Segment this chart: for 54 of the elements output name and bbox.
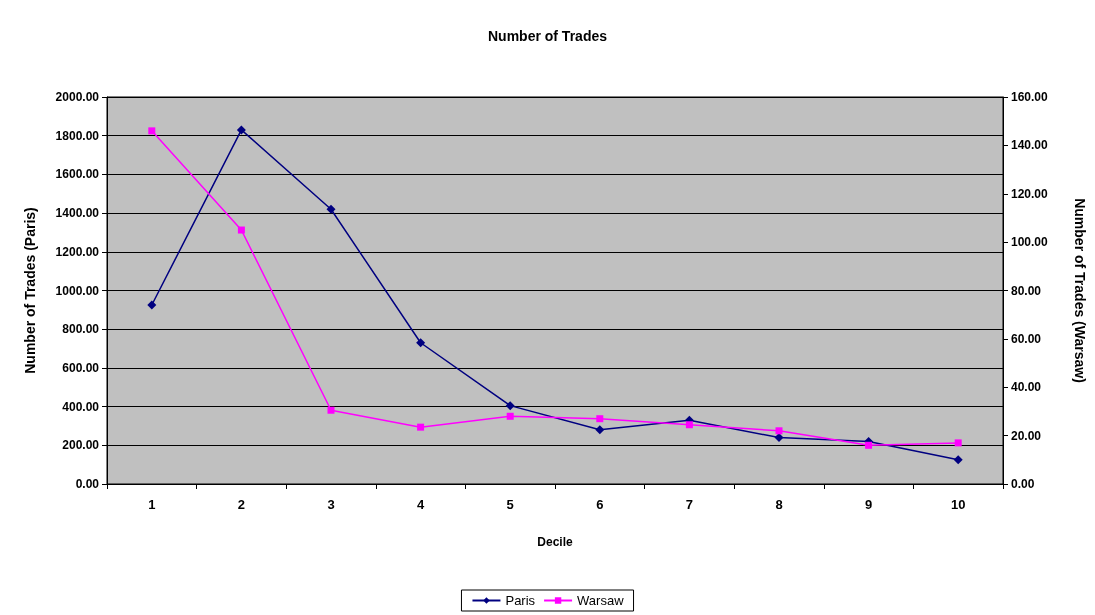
y-tick-label: 2000.00	[55, 90, 100, 104]
y2-tick-label: 60.00	[1011, 331, 1042, 346]
y-tick-label: 600.00	[62, 360, 100, 375]
point	[774, 433, 784, 443]
point	[865, 441, 873, 449]
y-tick-label: 0.00	[75, 477, 100, 491]
x-axis-title: Decile	[537, 535, 573, 549]
point	[236, 125, 246, 135]
point	[775, 427, 783, 435]
point	[595, 425, 605, 435]
x-tick-label: 6	[596, 497, 604, 512]
x-tick-label: 4	[416, 497, 425, 512]
point	[237, 226, 245, 234]
x-tick-label: 5	[506, 497, 514, 512]
chart-title: Number of Trades	[487, 28, 608, 44]
x-tick-label: 3	[327, 497, 335, 512]
point	[596, 415, 604, 423]
x-tick-label: 1	[148, 497, 156, 512]
y2-tick-label: 80.00	[1011, 283, 1042, 298]
x-tick-label: 9	[864, 497, 873, 512]
y2-tick-label: 20.00	[1011, 428, 1042, 443]
y-tick-label: 800.00	[62, 322, 100, 337]
x-tick-label: 2	[237, 497, 246, 512]
point	[506, 412, 514, 420]
point	[148, 127, 156, 135]
y-tick-label: 1600.00	[55, 167, 100, 182]
point	[147, 300, 157, 310]
y-axis-title: Number of Trades (Paris)	[22, 207, 38, 374]
point	[416, 338, 426, 348]
point	[953, 455, 963, 465]
y-tick-label: 1400.00	[55, 206, 100, 221]
y2-tick-label: 40.00	[1011, 380, 1042, 395]
x-tick-label: 8	[775, 497, 783, 512]
y-tick-label: 200.00	[62, 438, 100, 453]
x-tick-label: 7	[685, 497, 694, 512]
y-tick-label: 1800.00	[55, 128, 100, 143]
point	[326, 204, 336, 214]
y2-tick-label: 120.00	[1011, 186, 1049, 201]
y2-tick-label: 100.00	[1011, 235, 1049, 250]
y2-tick-label: 0.00	[1011, 477, 1035, 491]
y2-axis-title: Number of Trades (Warsaw)	[1072, 198, 1088, 383]
y-tick-label: 400.00	[62, 399, 100, 414]
y2-tick-label: 160.00	[1011, 90, 1049, 104]
legend-label: Warsaw	[577, 593, 625, 608]
y2-tick-label: 140.00	[1011, 138, 1049, 153]
y-tick-label: 1200.00	[55, 244, 100, 259]
point	[954, 439, 962, 447]
point	[327, 406, 335, 414]
point	[505, 401, 515, 411]
point	[417, 423, 425, 431]
point	[685, 421, 693, 429]
y-tick-label: 1000.00	[55, 283, 100, 298]
legend-label: Paris	[505, 593, 536, 608]
x-tick-label: 10	[950, 497, 966, 512]
